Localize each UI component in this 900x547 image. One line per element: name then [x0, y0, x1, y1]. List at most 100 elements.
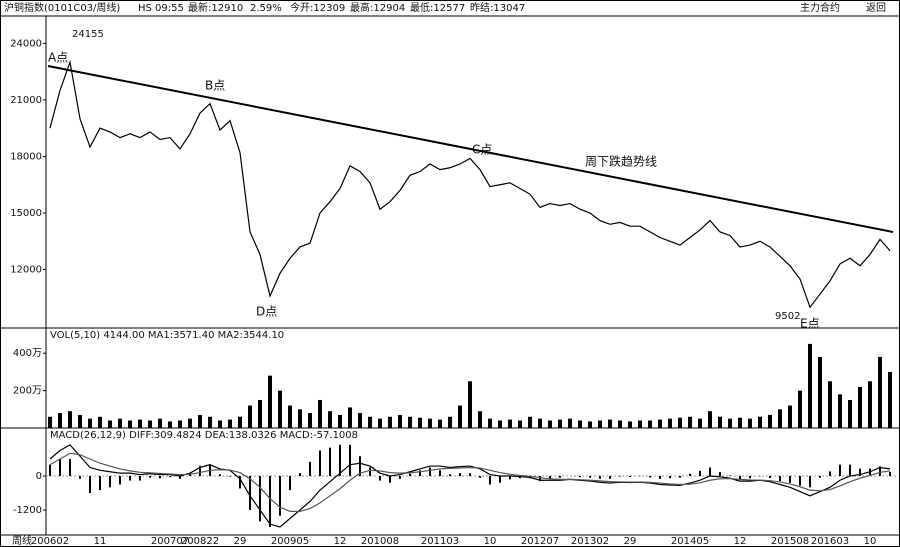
- y-tick-label: -1200: [13, 505, 42, 516]
- volume-bar: [568, 418, 572, 428]
- macd-bar: [59, 458, 61, 476]
- volume-bar: [778, 409, 782, 428]
- macd-bar: [139, 475, 141, 481]
- macd-bar: [799, 475, 801, 486]
- volume-bar: [888, 371, 892, 428]
- x-tick-label: 12: [334, 536, 347, 547]
- annotation: 周下跌趋势线: [585, 154, 657, 169]
- macd-bar: [539, 475, 541, 482]
- macd-bar: [849, 464, 851, 476]
- volume-bar: [328, 411, 332, 428]
- volume-bar: [338, 414, 342, 428]
- y-tick-label: 400万: [13, 348, 42, 359]
- x-tick-label: 200602: [31, 536, 69, 547]
- macd-bar: [369, 467, 371, 476]
- volume-bar: [718, 416, 722, 428]
- macd-bar: [509, 475, 511, 480]
- macd-bar: [699, 470, 701, 476]
- y-tick-label: 24000: [10, 38, 42, 49]
- macd-bar: [709, 467, 711, 476]
- volume-bar: [88, 418, 92, 428]
- volume-bar: [448, 416, 452, 428]
- volume-bar: [128, 420, 132, 428]
- volume-bar: [218, 420, 222, 428]
- volume-bar: [188, 418, 192, 428]
- volume-bar: [828, 381, 832, 428]
- volume-bar: [638, 420, 642, 428]
- macd-bar: [859, 468, 861, 476]
- volume-bar: [598, 420, 602, 428]
- macd-bar: [249, 475, 251, 510]
- header-high: 最高:12904: [350, 1, 405, 14]
- header-button[interactable]: 返回: [866, 2, 886, 14]
- volume-bar: [358, 413, 362, 428]
- volume-bar: [418, 417, 422, 428]
- volume-bar: [58, 413, 62, 428]
- volume-bar: [378, 418, 382, 428]
- macd-bar: [879, 466, 881, 476]
- macd-bar: [449, 474, 451, 476]
- volume-bar: [278, 390, 282, 428]
- header-title: 沪铜指数(0101C03/周线): [4, 1, 120, 14]
- macd-bar: [669, 475, 671, 479]
- header-button[interactable]: 主力合约: [800, 1, 840, 14]
- macd-bar: [769, 475, 771, 478]
- macd-bar: [159, 475, 161, 479]
- macd-bar: [629, 475, 631, 477]
- x-tick-label: 10: [484, 536, 497, 547]
- macd-bar: [49, 464, 51, 476]
- volume-bar: [48, 416, 52, 428]
- macd-bar: [889, 472, 891, 476]
- volume-bar: [228, 419, 232, 428]
- volume-bar: [148, 420, 152, 428]
- header-settle: 昨结:13047: [470, 1, 525, 14]
- y-tick-label: 0: [36, 471, 42, 482]
- volume-bar: [298, 409, 302, 428]
- macd-bar: [219, 474, 221, 476]
- macd-bar: [339, 444, 341, 476]
- volume-bar: [628, 421, 632, 428]
- macd-bar: [289, 475, 291, 491]
- volume-bar: [678, 417, 682, 428]
- volume-bar: [518, 420, 522, 428]
- macd-bar: [479, 475, 481, 478]
- macd-bar: [789, 475, 791, 483]
- macd-bar: [779, 475, 781, 482]
- macd-bar: [609, 475, 611, 479]
- annotation: C点: [472, 143, 492, 157]
- volume-bar: [268, 375, 272, 428]
- macd-bar: [359, 456, 361, 476]
- x-tick-label: 200707: [151, 536, 189, 547]
- volume-bar: [308, 413, 312, 428]
- volume-bar: [808, 343, 812, 428]
- macd-bar: [309, 461, 311, 476]
- macd-bar: [589, 475, 591, 478]
- annotation: D点: [256, 305, 277, 319]
- x-tick-label: 10: [864, 536, 877, 547]
- macd-bar: [99, 475, 101, 491]
- header-low: 最低:12577: [410, 1, 465, 14]
- volume-bar: [498, 420, 502, 428]
- macd-bar: [719, 472, 721, 476]
- macd-bar: [499, 475, 501, 483]
- volume-bar: [648, 420, 652, 428]
- macd-bar: [659, 475, 661, 479]
- volume-bar: [578, 420, 582, 428]
- macd-bar: [319, 450, 321, 476]
- volume-bar: [838, 394, 842, 428]
- x-tick-label: 29: [624, 536, 637, 547]
- volume-bar: [618, 420, 622, 428]
- volume-bar: [858, 386, 862, 428]
- macd-bar: [429, 467, 431, 476]
- macd-bar: [559, 475, 561, 478]
- macd-bar: [329, 447, 331, 476]
- volume-bar: [848, 399, 852, 428]
- x-tick-label: 201207: [521, 536, 559, 547]
- macd-bar: [239, 475, 241, 489]
- volume-bar: [588, 421, 592, 428]
- macd-bar: [489, 475, 491, 485]
- macd-bar: [169, 475, 171, 478]
- volume-bar: [468, 381, 472, 428]
- macd-bar: [749, 475, 751, 479]
